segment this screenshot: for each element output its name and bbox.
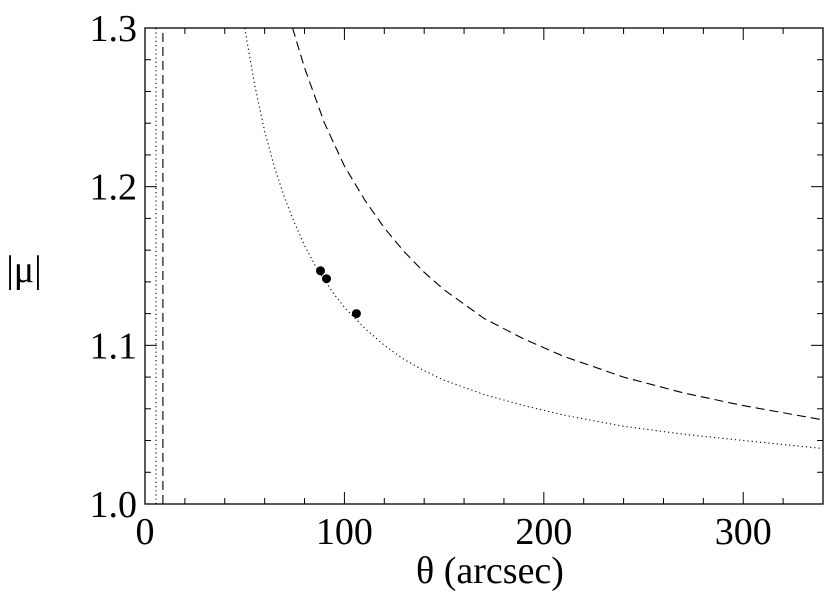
x-tick-label: 200 — [515, 511, 572, 553]
x-tick-labels: 0 100 200 300 — [136, 511, 772, 553]
data-point-2 — [322, 274, 331, 284]
data-point-3 — [351, 309, 361, 319]
series-layer — [155, 28, 823, 504]
x-tick-label: 300 — [715, 511, 772, 553]
x-tick-label: 0 — [136, 511, 155, 553]
points-layer — [316, 266, 361, 319]
y-tick-label: 1.0 — [90, 484, 138, 526]
series-line-1-dotted — [244, 28, 823, 450]
x-tick-label: 100 — [316, 511, 373, 553]
data-point-1 — [316, 266, 325, 276]
plot-frame — [144, 27, 824, 505]
y-tick-labels: 1.0 1.1 1.2 1.3 — [90, 8, 138, 526]
y-tick-label: 1.1 — [90, 325, 138, 367]
y-axis-label: |μ| — [6, 249, 42, 291]
y-tick-label: 1.3 — [90, 8, 138, 50]
x-axis-label: θ (arcsec) — [416, 550, 564, 592]
series-line-2-dashed — [292, 28, 823, 421]
ticks-layer — [144, 27, 824, 505]
y-tick-label: 1.2 — [90, 167, 138, 209]
